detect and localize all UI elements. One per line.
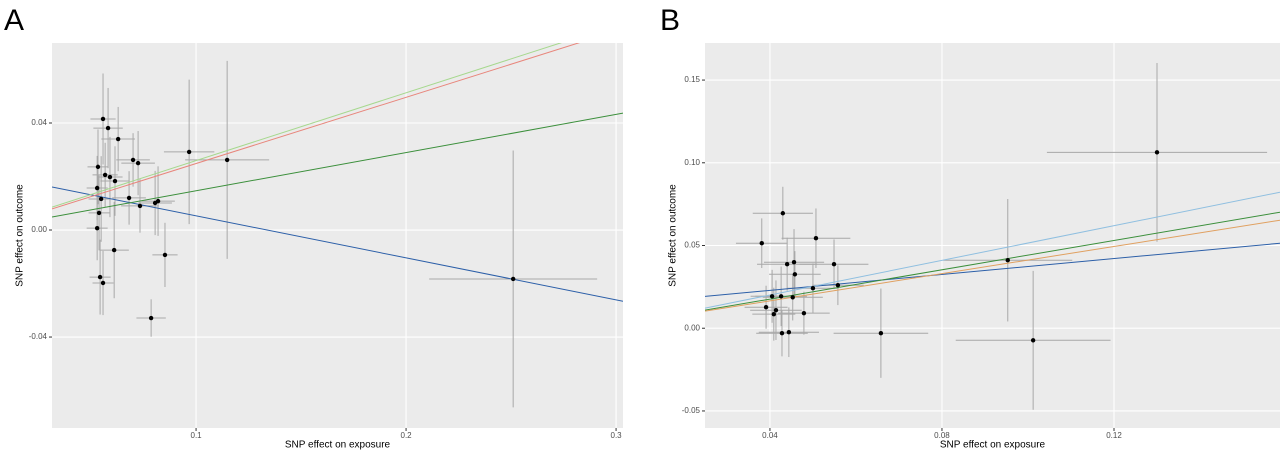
- point: [100, 116, 106, 122]
- point: [155, 198, 161, 204]
- plot: [705, 43, 1280, 428]
- point: [759, 240, 764, 246]
- point: [148, 315, 154, 321]
- point: [784, 262, 790, 267]
- x-tick-label: 0.3: [611, 431, 623, 440]
- point: [162, 252, 168, 258]
- point: [95, 164, 101, 170]
- regression-line: [52, 112, 623, 218]
- regression-line: [705, 191, 1280, 309]
- y-tick-label: 0.10: [684, 158, 700, 167]
- point: [105, 125, 111, 131]
- point: [100, 280, 106, 286]
- point: [102, 172, 108, 178]
- point: [792, 272, 798, 277]
- point: [1154, 150, 1160, 155]
- y-tick-label: 0.00: [31, 225, 47, 234]
- point: [135, 160, 141, 166]
- y-tick-label: 0.04: [31, 118, 47, 127]
- point: [835, 283, 841, 288]
- point: [137, 203, 143, 209]
- y-axis-label: SNP effect on outcome: [15, 184, 26, 287]
- point: [112, 178, 118, 184]
- point: [115, 136, 121, 142]
- point: [831, 262, 837, 267]
- x-tick-label: 0.2: [401, 431, 413, 440]
- point: [778, 294, 784, 299]
- point: [111, 247, 117, 253]
- point: [94, 185, 100, 191]
- point: [763, 305, 769, 310]
- point: [791, 260, 797, 265]
- y-axis-label: SNP effect on outcome: [668, 184, 679, 287]
- panel-label: B: [660, 4, 680, 37]
- point: [97, 274, 103, 280]
- x-axis-label: SNP effect on exposure: [285, 440, 391, 450]
- x-tick-label: 0.04: [762, 431, 778, 440]
- point: [813, 236, 819, 241]
- x-tick-label: 0.1: [191, 431, 203, 440]
- x-axis-label: SNP effect on exposure: [940, 440, 1046, 450]
- regression-line: [705, 219, 1280, 312]
- point: [126, 195, 132, 201]
- point: [773, 308, 779, 313]
- point: [1030, 338, 1036, 343]
- x-tick-label: 0.08: [934, 431, 950, 440]
- y-tick-label: 0.05: [684, 241, 700, 250]
- point: [224, 157, 230, 163]
- y-tick-label: -0.05: [682, 406, 701, 415]
- regression-line: [705, 242, 1280, 297]
- point: [186, 149, 192, 155]
- y-tick-label: -0.04: [29, 332, 48, 341]
- point: [878, 330, 884, 336]
- point: [790, 295, 795, 300]
- y-tick-label: 0.00: [684, 323, 700, 332]
- point: [801, 310, 807, 316]
- regression-line: [705, 211, 1280, 311]
- x-tick-label: 0.12: [1106, 431, 1122, 440]
- regression-line: [52, 186, 623, 302]
- plot: [52, 43, 623, 428]
- point: [94, 225, 100, 231]
- plot-background: [52, 43, 623, 428]
- point: [771, 311, 777, 317]
- plot-background: [705, 43, 1280, 428]
- regression-line: [52, 43, 563, 208]
- regression-line: [52, 43, 580, 210]
- point: [1005, 258, 1010, 263]
- point: [96, 210, 102, 216]
- point: [107, 174, 113, 180]
- point: [780, 211, 786, 216]
- point: [769, 294, 775, 299]
- point: [786, 330, 792, 335]
- point: [810, 285, 816, 291]
- point: [779, 330, 785, 336]
- y-tick-label: 0.15: [684, 75, 700, 84]
- point: [130, 157, 136, 163]
- panel-label: A: [4, 4, 24, 37]
- point: [98, 196, 104, 202]
- point: [510, 276, 516, 282]
